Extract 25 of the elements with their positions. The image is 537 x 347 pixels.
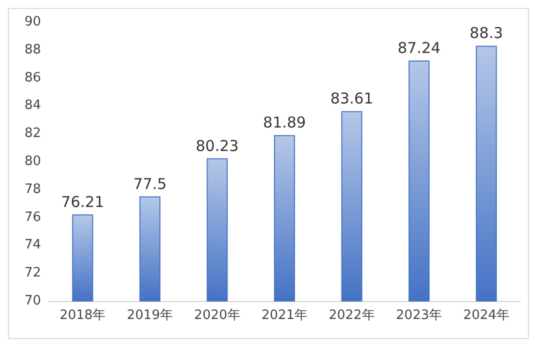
data-label: 80.23 — [196, 136, 239, 155]
x-tick-label: 2022年 — [328, 308, 375, 323]
x-tick-label: 2021年 — [261, 308, 308, 323]
x-tick-label: 2018年 — [60, 308, 106, 323]
y-tick-label: 90 — [24, 14, 41, 30]
y-tick-label: 84 — [24, 98, 41, 114]
data-label: 81.89 — [263, 114, 306, 132]
x-tick-label: 2020年 — [194, 308, 240, 323]
y-tick-label: 78 — [24, 182, 41, 197]
data-label: 83.61 — [330, 90, 374, 108]
y-tick-label: 70 — [24, 294, 41, 308]
x-tick-label: 2023年 — [396, 308, 442, 323]
x-tick-label: 2024年 — [463, 308, 510, 323]
y-tick-label: 74 — [24, 238, 41, 253]
data-label: 77.5 — [133, 174, 167, 193]
y-tick-label: 82 — [24, 126, 41, 142]
y-tick-label: 80 — [24, 154, 41, 169]
y-tick-label: 76 — [24, 210, 41, 225]
data-label: 87.24 — [398, 39, 441, 57]
data-label: 88.3 — [470, 24, 504, 42]
y-tick-label: 86 — [24, 70, 41, 86]
y-tick-label: 88 — [24, 42, 41, 58]
y-tick-label: 72 — [24, 266, 41, 281]
x-tick-label: 2019年 — [126, 308, 173, 323]
data-label: 76.21 — [61, 192, 104, 211]
